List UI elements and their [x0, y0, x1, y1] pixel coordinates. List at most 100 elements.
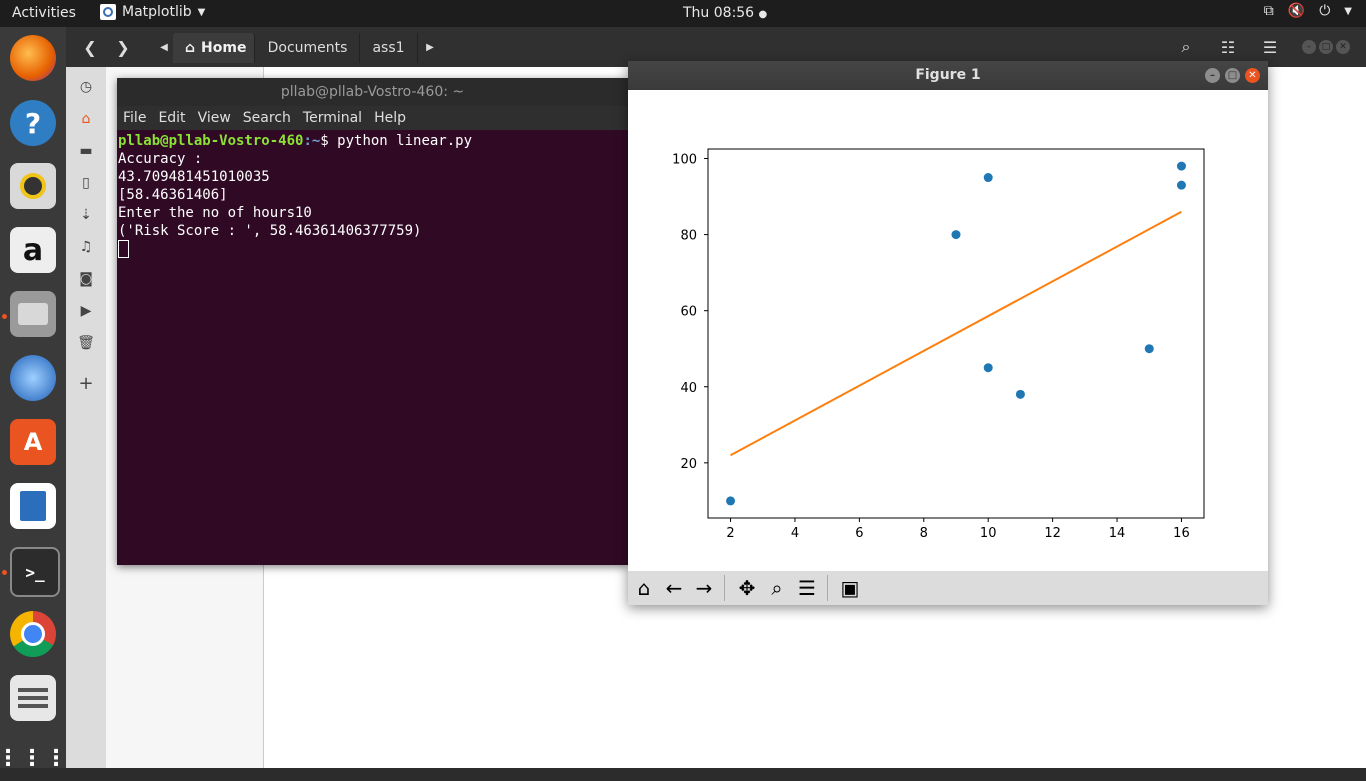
app-name: Matplotlib: [122, 4, 192, 20]
pan-icon[interactable]: ✥: [738, 576, 756, 600]
breadcrumb-home[interactable]: ⌂ Home: [173, 33, 255, 63]
x-tick-label: 2: [726, 526, 734, 541]
command: python linear.py: [337, 133, 473, 149]
network-icon: ⧉: [1263, 3, 1274, 19]
volume-icon: 🔇: [1287, 3, 1306, 19]
view-options-icon[interactable]: ☷: [1220, 37, 1236, 57]
breadcrumb-ass1[interactable]: ass1: [360, 33, 418, 63]
system-tray[interactable]: ⧉ 🔇 ⏻ ▼: [1264, 3, 1352, 19]
chevron-down-icon: ▼: [197, 6, 206, 18]
amazon-icon[interactable]: a: [10, 227, 56, 273]
breadcrumb-left-arrow[interactable]: ◀: [160, 41, 168, 53]
writer-icon[interactable]: [10, 483, 56, 529]
files-icon[interactable]: [10, 291, 56, 337]
terminal-window: pllab@pllab-Vostro-460: ~ File Edit View…: [117, 78, 628, 565]
x-tick-label: 10: [980, 526, 997, 541]
x-tick-label: 8: [920, 526, 928, 541]
close-button[interactable]: ✕: [1245, 68, 1260, 83]
activities-button[interactable]: Activities: [12, 5, 76, 21]
clock[interactable]: Thu 08:56 ●: [683, 5, 768, 21]
app-menu[interactable]: Matplotlib ▼: [100, 4, 205, 20]
other-locations-icon[interactable]: +: [78, 372, 94, 394]
scatter-plot[interactable]: 2 4 6 8 10 12 14 16 20 40 60 80 100: [628, 90, 1268, 571]
zoom-icon[interactable]: ⌕: [771, 576, 783, 600]
output-line: Accuracy :: [118, 151, 203, 167]
firefox-icon[interactable]: [10, 35, 56, 81]
dock: ? a A >_ ⋮⋮⋮: [0, 27, 67, 771]
scatter-point: [983, 173, 993, 183]
forward-icon[interactable]: →: [695, 576, 713, 600]
terminal-output[interactable]: pllab@pllab-Vostro-460:~$ python linear.…: [117, 130, 628, 260]
terminal-cursor: [118, 240, 129, 258]
back-icon[interactable]: ←: [665, 576, 683, 600]
videos-icon[interactable]: ▶: [80, 303, 92, 319]
menu-edit[interactable]: Edit: [158, 110, 186, 126]
output-line: ('Risk Score : ', 58.46361406377759): [118, 223, 422, 239]
breadcrumb-right-arrow[interactable]: ▶: [426, 41, 434, 53]
home-icon: ⌂: [185, 40, 196, 56]
breadcrumb-documents[interactable]: Documents: [256, 33, 360, 63]
search-icon[interactable]: ⌕: [1181, 37, 1191, 56]
minimize-button[interactable]: –: [1302, 40, 1316, 54]
help-icon[interactable]: ?: [10, 100, 56, 146]
figure-window: Figure 1 – □ ✕ 2 4 6 8 10 12 14 16 20 40 60 80 100 …: [628, 61, 1268, 605]
axes-frame: [707, 148, 1205, 519]
app-grid-icon[interactable]: ⋮⋮⋮: [0, 745, 69, 771]
x-tick-label: 4: [791, 526, 799, 541]
music-icon[interactable]: ♫: [79, 239, 93, 255]
regression-line: [730, 210, 1182, 457]
x-tick-label: 12: [1044, 526, 1061, 541]
desktop-icon[interactable]: ▬: [79, 143, 93, 159]
menu-search[interactable]: Search: [242, 110, 291, 126]
text-editor-icon[interactable]: [10, 675, 56, 721]
downloads-icon[interactable]: ⇣: [80, 207, 92, 223]
minimize-button[interactable]: –: [1205, 68, 1220, 83]
terminal-icon[interactable]: >_: [10, 547, 60, 597]
maximize-button[interactable]: □: [1225, 68, 1240, 83]
file-manager-header: ❮ ❯ ◀ ⌂ Home Documents ass1 ▶ ⌕ ☷ ☰ – □ ✕: [66, 27, 1366, 67]
scatter-point: [951, 230, 961, 240]
scatter-point: [983, 363, 993, 373]
x-tick-label: 6: [855, 526, 863, 541]
y-tick-label: 100: [672, 153, 697, 168]
software-icon[interactable]: A: [10, 419, 56, 465]
menu-icon[interactable]: ☰: [1262, 37, 1278, 57]
scatter-point: [726, 496, 736, 506]
back-button[interactable]: ❮: [83, 37, 97, 57]
power-icon: ⏻: [1319, 3, 1331, 19]
menu-terminal[interactable]: Terminal: [302, 110, 363, 126]
home-icon[interactable]: ⌂: [81, 111, 91, 127]
trash-icon[interactable]: 🗑: [77, 335, 95, 351]
thunderbird-icon[interactable]: [10, 355, 56, 401]
top-bar: Activities Matplotlib ▼ Thu 08:56 ● ⧉ 🔇 …: [0, 0, 1366, 27]
configure-icon[interactable]: ☰: [798, 576, 816, 600]
menu-view[interactable]: View: [197, 110, 231, 126]
chevron-down-icon: ▼: [1344, 5, 1352, 17]
y-tick-label: 80: [680, 229, 697, 244]
chrome-icon[interactable]: [10, 611, 56, 657]
x-tick-label: 16: [1173, 526, 1190, 541]
menu-help[interactable]: Help: [374, 110, 406, 126]
matplotlib-icon: [100, 4, 116, 20]
home-icon[interactable]: ⌂: [637, 576, 651, 600]
output-line: [58.46361406]: [118, 187, 228, 203]
places-sidebar: ◷ ⌂ ▬ ▯ ⇣ ♫ ◙ ▶ 🗑 +: [66, 67, 106, 768]
y-tick-label: 20: [680, 457, 697, 472]
rhythmbox-icon[interactable]: [10, 163, 56, 209]
recent-icon[interactable]: ◷: [79, 79, 93, 95]
terminal-title: pllab@pllab-Vostro-460: ~: [117, 78, 628, 106]
close-button[interactable]: ✕: [1336, 40, 1350, 54]
terminal-menubar: File Edit View Search Terminal Help: [117, 106, 628, 130]
x-tick-label: 14: [1109, 526, 1126, 541]
y-tick-label: 40: [680, 381, 697, 396]
maximize-button[interactable]: □: [1319, 40, 1333, 54]
menu-file[interactable]: File: [123, 110, 147, 126]
prompt-line: pllab@pllab-Vostro-460:~$ python linear.…: [118, 133, 473, 149]
pictures-icon[interactable]: ◙: [79, 271, 93, 287]
save-icon[interactable]: ▣: [840, 576, 860, 600]
scatter-point: [1176, 161, 1186, 171]
output-line: Enter the no of hours10: [118, 205, 312, 221]
forward-button[interactable]: ❯: [116, 37, 130, 57]
scatter-point: [1144, 344, 1154, 354]
documents-icon[interactable]: ▯: [82, 175, 90, 191]
